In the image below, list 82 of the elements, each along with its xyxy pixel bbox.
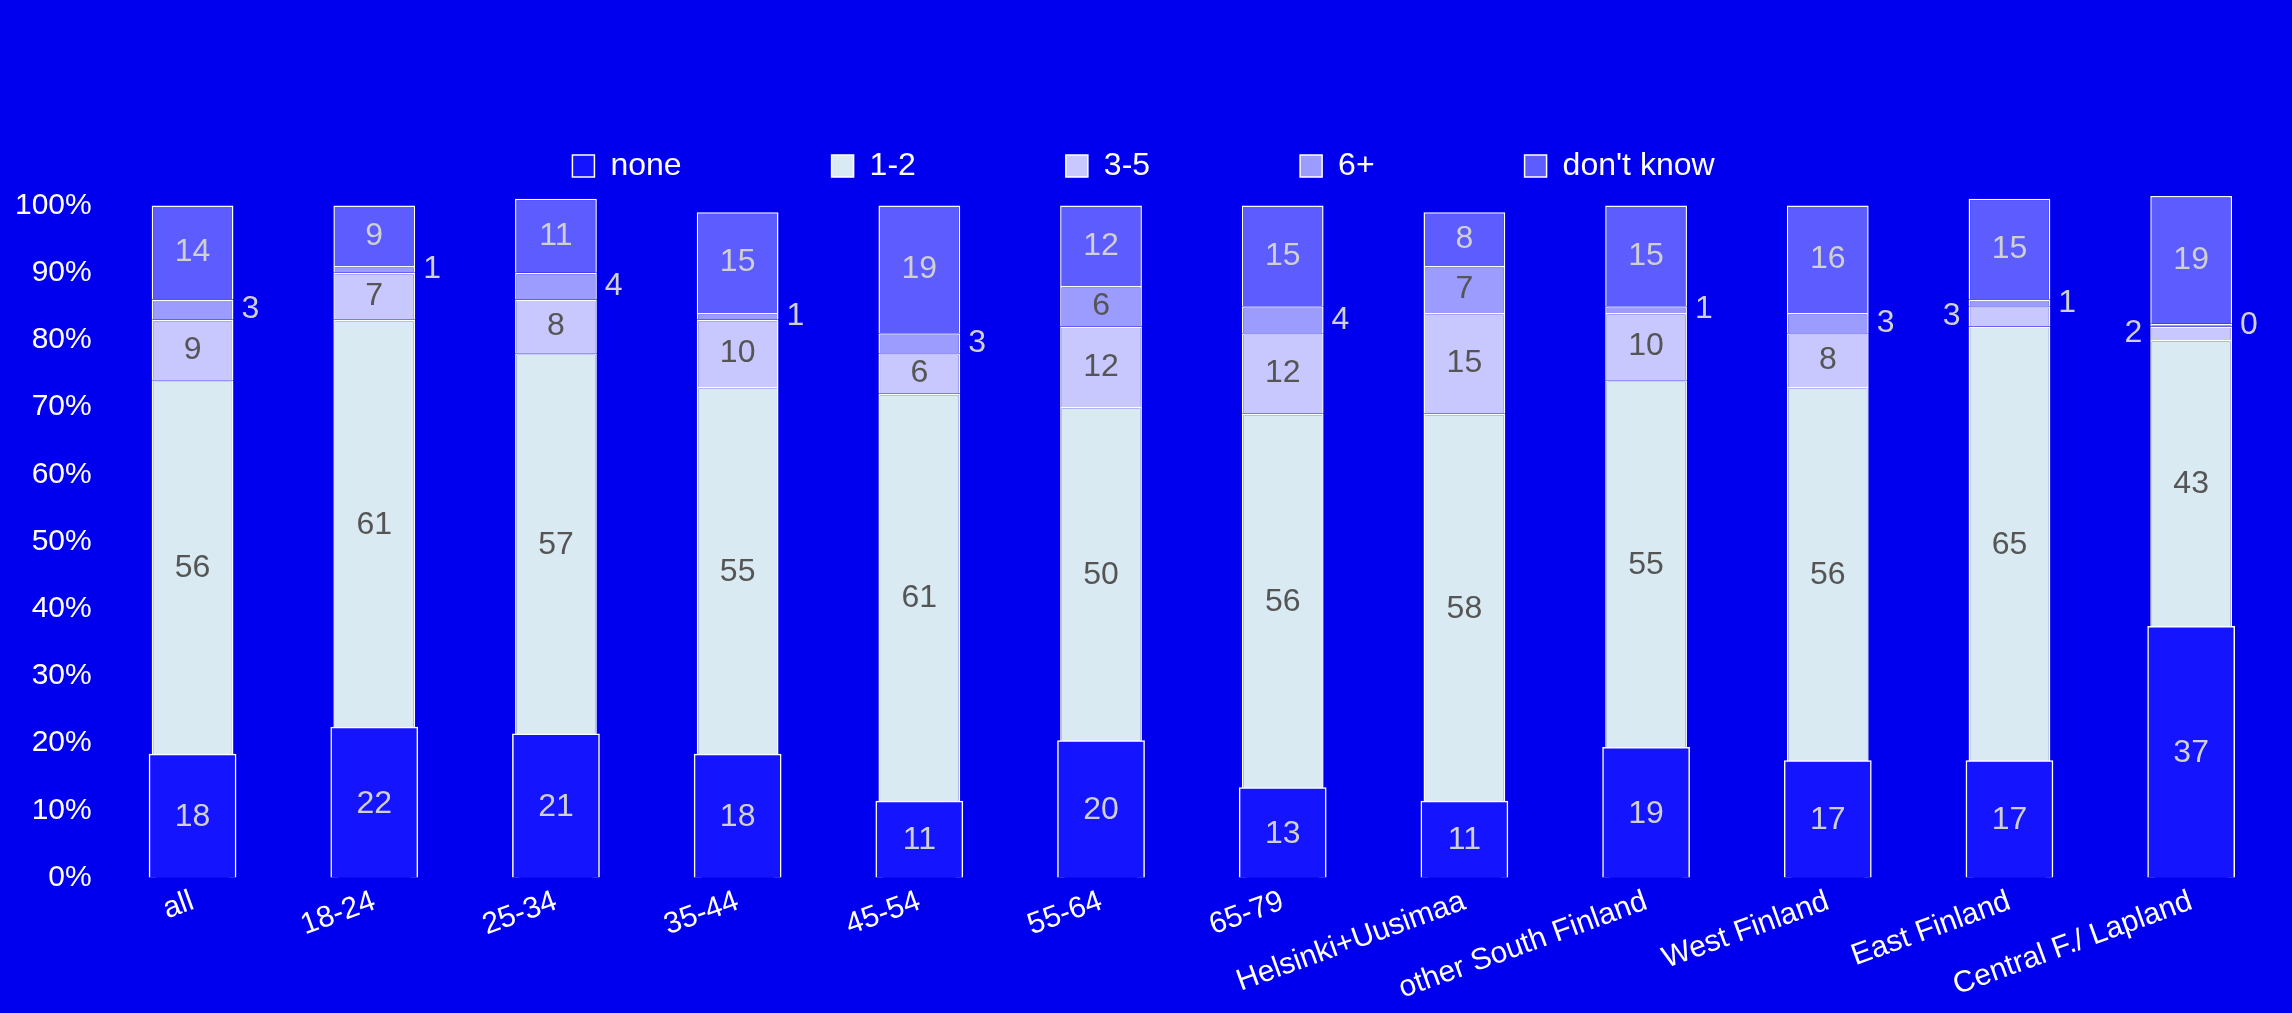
data-label: 11: [539, 215, 573, 252]
data-label: 6: [910, 353, 929, 390]
data-label: 11: [1447, 820, 1482, 857]
data-label: 58: [1446, 588, 1483, 625]
x-tick-label: 35-44: [659, 882, 743, 941]
legend-label: 1-2: [869, 145, 916, 182]
data-label: 7: [365, 276, 384, 313]
data-label: 1: [2058, 282, 2077, 319]
y-tick-label: 80%: [31, 321, 92, 355]
x-tick-label: 25-34: [477, 882, 561, 941]
data-label: 15: [1991, 228, 2028, 265]
data-label: 8: [547, 306, 565, 343]
data-label: 55: [719, 551, 756, 588]
data-label: 56: [1264, 581, 1301, 618]
legend-label: don't know: [1562, 145, 1716, 182]
data-label: 19: [1628, 793, 1664, 830]
data-label: 19: [2173, 239, 2209, 276]
data-label: 3: [1876, 302, 1895, 339]
data-label: 4: [604, 265, 623, 302]
data-label: 20: [1083, 790, 1119, 827]
data-label: 15: [1628, 235, 1664, 272]
x-tick-label: 55-64: [1022, 882, 1106, 941]
data-label: 3: [241, 289, 260, 326]
y-tick-label: 90%: [31, 253, 92, 287]
data-label: 37: [2173, 733, 2209, 770]
data-label: 3: [1942, 296, 1961, 333]
data-label: 15: [719, 242, 756, 279]
data-label: 8: [1455, 218, 1474, 255]
y-tick-label: 20%: [31, 724, 92, 758]
data-label: 9: [183, 329, 202, 366]
data-label: 10: [1628, 326, 1664, 363]
y-tick-label: 40%: [31, 590, 92, 624]
data-label: 15: [1264, 235, 1301, 272]
data-label: 61: [356, 504, 393, 541]
data-label: 17: [1809, 800, 1846, 837]
data-label: 16: [1809, 239, 1846, 276]
data-label: 8: [1818, 339, 1837, 376]
y-tick-label: 60%: [31, 455, 92, 489]
data-label: 4: [1331, 299, 1350, 336]
data-label: 3: [968, 323, 987, 360]
data-label: 65: [1991, 524, 2028, 561]
data-label: 9: [365, 215, 384, 252]
data-label: 0: [2240, 304, 2258, 341]
y-tick-label: 30%: [31, 657, 92, 691]
data-label: 12: [1083, 225, 1119, 262]
data-label: 56: [174, 548, 211, 585]
data-label: 18: [174, 796, 211, 833]
legend-label: 6+: [1338, 145, 1375, 182]
data-label: 56: [1809, 554, 1846, 591]
data-label: 57: [538, 524, 574, 561]
y-tick-label: 100%: [14, 186, 92, 220]
y-tick-label: 70%: [31, 388, 92, 422]
data-label: 13: [1264, 813, 1301, 850]
data-label: 17: [1991, 800, 2028, 837]
y-tick-label: 50%: [31, 522, 92, 556]
x-tick-label: 45-54: [840, 882, 925, 941]
data-label: 6: [1092, 286, 1110, 323]
y-tick-label: 0%: [48, 858, 92, 892]
data-label: 1: [786, 296, 805, 333]
data-label: 61: [901, 578, 938, 615]
data-label: 18: [719, 796, 756, 833]
x-tick-label: 18-24: [295, 882, 380, 941]
data-label: 12: [1264, 353, 1301, 390]
legend-label: none: [610, 145, 682, 182]
data-label: 55: [1628, 544, 1664, 581]
data-label: 1: [423, 249, 441, 286]
data-label: 1: [1694, 289, 1713, 326]
data-label: 22: [356, 783, 393, 820]
x-tick-label: all: [157, 882, 198, 925]
y-tick-label: 10%: [31, 791, 92, 825]
legend-label: 3-5: [1103, 145, 1151, 182]
data-label: 2: [2124, 312, 2143, 349]
data-label: 14: [174, 232, 211, 269]
data-label: 43: [2173, 464, 2209, 501]
data-label: 11: [902, 820, 936, 857]
data-label: 12: [1083, 346, 1119, 383]
data-label: 7: [1455, 269, 1474, 306]
data-label: 19: [901, 249, 938, 286]
data-label: 50: [1083, 554, 1119, 591]
data-label: 15: [1446, 343, 1483, 380]
data-label: 10: [719, 333, 756, 370]
data-label: 21: [538, 786, 574, 823]
